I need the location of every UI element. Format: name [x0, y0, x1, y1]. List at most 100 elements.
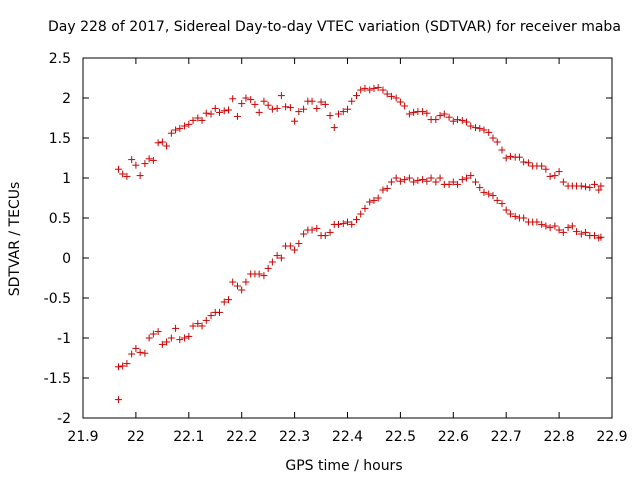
- point-lower: [392, 174, 400, 182]
- point-upper: [282, 103, 290, 111]
- point-upper: [229, 95, 237, 103]
- point-upper: [357, 86, 365, 94]
- point-lower: [163, 338, 171, 346]
- point-upper: [379, 86, 387, 94]
- point-upper: [445, 113, 453, 121]
- x-tick-label: 22: [127, 429, 145, 445]
- point-upper: [158, 138, 166, 146]
- point-upper: [498, 146, 506, 154]
- point-lower: [277, 254, 285, 262]
- point-lower: [189, 322, 197, 330]
- y-tick-label: 1.5: [49, 131, 71, 147]
- point-upper: [194, 114, 202, 122]
- point-lower: [414, 176, 422, 184]
- point-lower: [185, 332, 193, 340]
- point-upper: [202, 109, 210, 117]
- y-tick-label: -2: [57, 411, 71, 427]
- point-lower: [119, 362, 127, 370]
- point-upper: [454, 116, 462, 124]
- point-upper: [597, 182, 605, 190]
- point-lower: [141, 349, 149, 357]
- y-tick-labels: -2 -1.5 -1 -0.5 0 0.5 1 1.5 2 2.5: [44, 51, 71, 427]
- point-upper: [260, 97, 268, 105]
- point-upper: [361, 84, 369, 92]
- point-lower: [229, 278, 237, 286]
- point-upper: [419, 108, 427, 116]
- point-upper: [181, 122, 189, 130]
- point-lower: [533, 218, 541, 226]
- point-upper: [542, 165, 550, 173]
- point-lower: [485, 190, 493, 198]
- point-upper: [546, 172, 554, 180]
- point-lower: [383, 184, 391, 192]
- point-lower: [582, 228, 590, 236]
- point-upper: [502, 154, 510, 162]
- point-lower: [401, 176, 409, 184]
- point-upper: [410, 108, 418, 116]
- point-lower: [520, 214, 528, 222]
- point-lower: [573, 228, 581, 236]
- point-lower: [405, 174, 413, 182]
- point-lower: [423, 177, 431, 185]
- point-upper: [405, 110, 413, 118]
- point-upper: [154, 139, 162, 147]
- point-upper: [458, 116, 466, 124]
- point-lower: [335, 220, 343, 228]
- point-lower: [123, 360, 131, 368]
- point-upper: [577, 182, 585, 190]
- point-lower: [172, 324, 180, 332]
- point-lower: [264, 264, 272, 272]
- point-lower: [597, 233, 605, 241]
- point-upper: [149, 156, 157, 164]
- point-upper: [467, 122, 475, 130]
- point-lower: [128, 350, 136, 358]
- point-upper: [215, 108, 223, 116]
- point-lower: [220, 298, 228, 306]
- point-lower: [268, 258, 276, 266]
- point-lower: [379, 186, 387, 194]
- point-upper: [132, 161, 140, 169]
- point-lower: [555, 226, 563, 234]
- point-lower: [454, 180, 462, 188]
- y-tick-label: 0: [62, 251, 71, 267]
- point-upper: [370, 84, 378, 92]
- point-lower: [114, 363, 122, 371]
- point-upper: [595, 186, 603, 194]
- point-upper: [348, 97, 356, 105]
- point-upper: [207, 110, 215, 118]
- point-lower: [260, 272, 268, 280]
- point-upper: [555, 168, 563, 176]
- y-tick-label: 2.5: [49, 51, 71, 67]
- point-upper: [163, 142, 171, 150]
- point-upper: [295, 108, 303, 116]
- point-lower: [149, 330, 157, 338]
- point-lower: [238, 286, 246, 294]
- point-upper: [440, 110, 448, 118]
- point-lower: [432, 178, 440, 186]
- point-upper: [141, 160, 149, 168]
- point-lower: [445, 180, 453, 188]
- x-tick-label: 22.7: [491, 429, 522, 445]
- point-upper: [286, 104, 294, 112]
- point-lower: [339, 220, 347, 228]
- point-lower: [198, 322, 206, 330]
- point-lower: [242, 278, 250, 286]
- point-upper: [476, 124, 484, 132]
- point-upper: [255, 108, 263, 116]
- point-lower: [291, 246, 299, 254]
- point-upper: [463, 118, 471, 126]
- point-upper: [119, 170, 127, 178]
- point-upper: [224, 106, 232, 114]
- point-lower: [458, 176, 466, 184]
- point-lower: [313, 224, 321, 232]
- point-lower: [502, 206, 510, 214]
- point-lower: [489, 192, 497, 200]
- point-upper: [586, 184, 594, 192]
- point-upper: [198, 116, 206, 124]
- point-lower: [591, 232, 599, 240]
- point-upper: [485, 128, 493, 136]
- point-lower: [176, 336, 184, 344]
- point-lower: [467, 172, 475, 180]
- point-upper: [330, 124, 338, 132]
- point-lower: [374, 194, 382, 202]
